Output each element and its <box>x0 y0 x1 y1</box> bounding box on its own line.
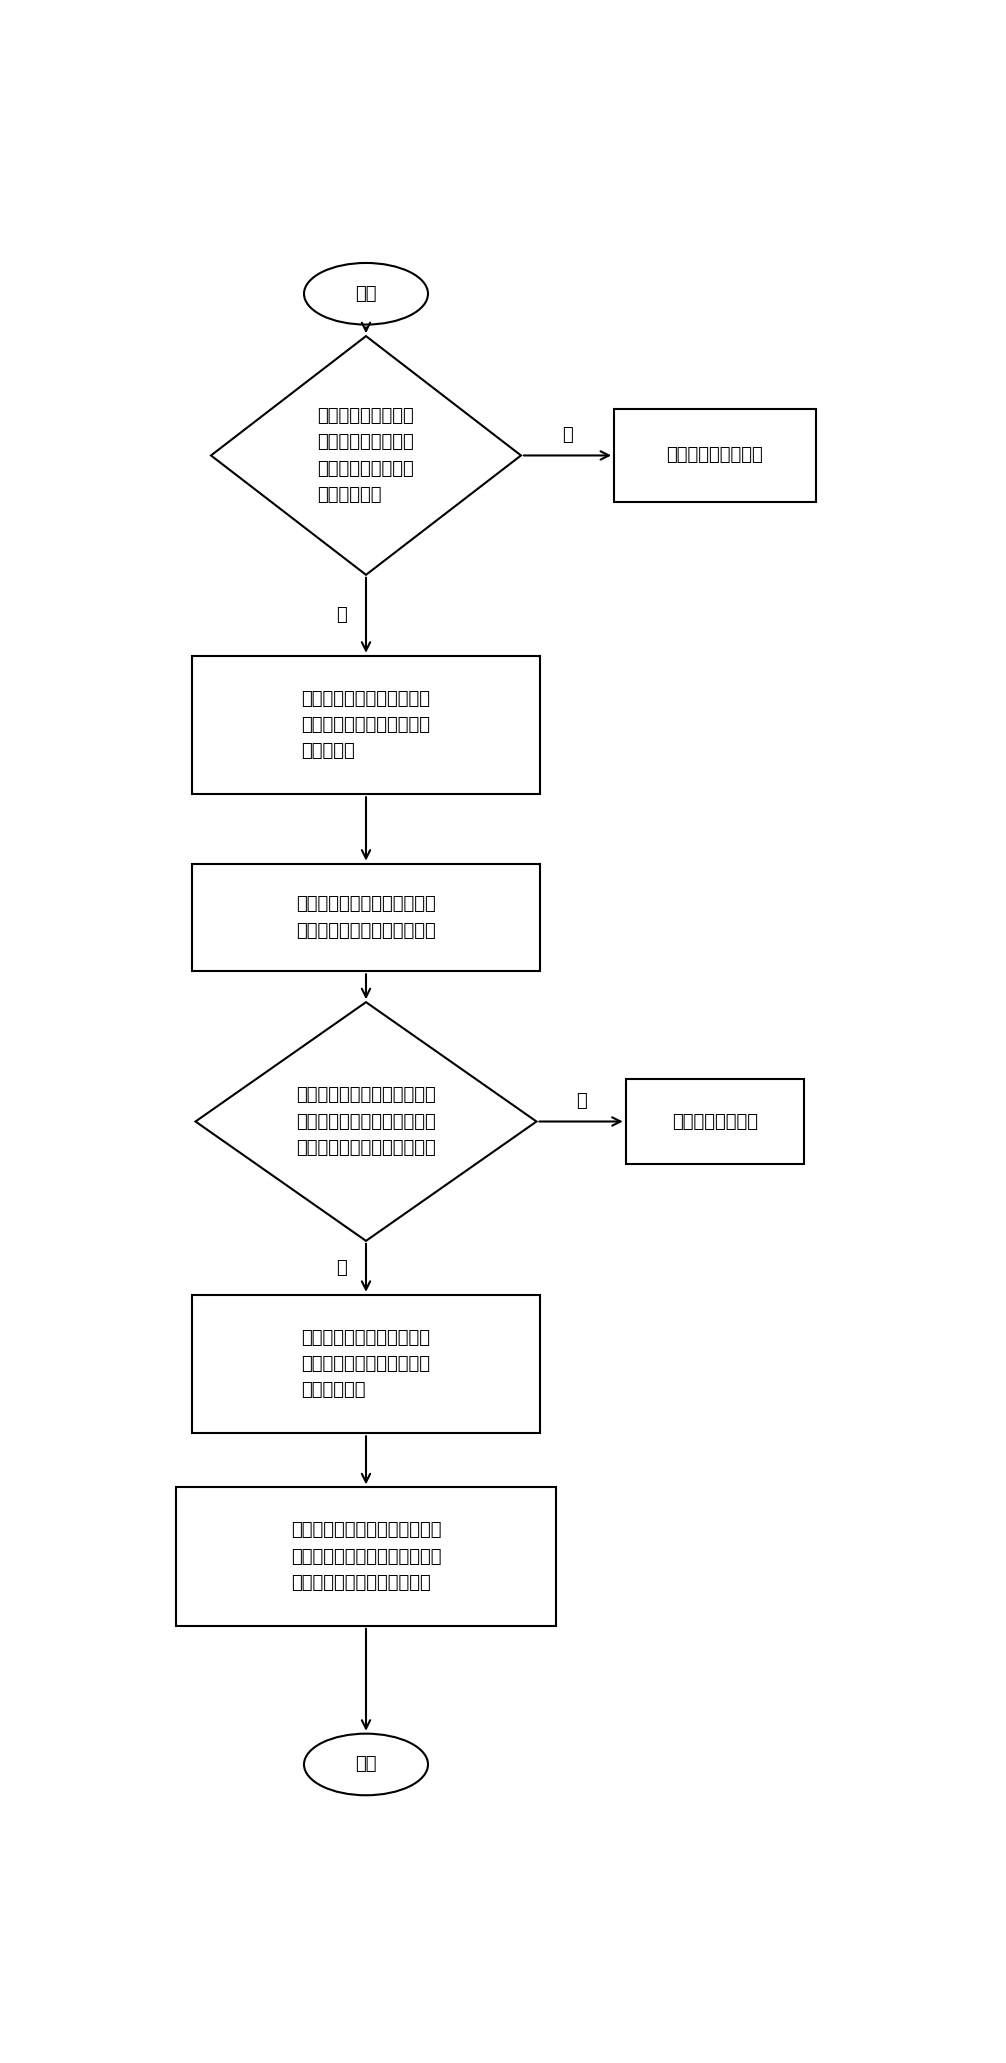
Text: 发电模块微处理器检
测到本体微处理器发
出的信号（电网电源
异常信号）？: 发电模块微处理器检 测到本体微处理器发 出的信号（电网电源 异常信号）？ <box>318 406 414 503</box>
Text: 开始: 开始 <box>355 285 377 303</box>
Text: 发电模块微处理器检测到本体
微处理器撤销信号（电网电源
或发电电源正常供电信号）？: 发电模块微处理器检测到本体 微处理器撤销信号（电网电源 或发电电源正常供电信号）… <box>296 1085 436 1157</box>
Text: 是: 是 <box>336 1258 347 1277</box>
Bar <box>626 1079 804 1164</box>
Text: 发电模块微处理器执行延时时
间，时间到后发出发电信号。: 发电模块微处理器执行延时时 间，时间到后发出发电信号。 <box>296 895 436 939</box>
Text: 经过设定延时后，若仍未监测到
撤销信号，即发电失败，断开控
制开关，断开辅助电源供电。: 经过设定延时后，若仍未监测到 撤销信号，即发电失败，断开控 制开关，断开辅助电源… <box>291 1520 442 1593</box>
Bar <box>614 408 816 501</box>
Text: 发电模块微处理器发送命令
将控制开关闭合，辅助电源
投入供电。: 发电模块微处理器发送命令 将控制开关闭合，辅助电源 投入供电。 <box>302 689 431 761</box>
Text: 发电模块微处理器发送命令
将控制开关断开，即断开辅
助电源供电。: 发电模块微处理器发送命令 将控制开关断开，即断开辅 助电源供电。 <box>302 1329 431 1399</box>
Text: 保持辅助电源供电: 保持辅助电源供电 <box>672 1112 758 1131</box>
Bar <box>191 864 540 972</box>
Text: 结束: 结束 <box>355 1756 377 1774</box>
Bar <box>176 1487 556 1626</box>
Text: 否: 否 <box>575 1091 586 1110</box>
Text: 不接入辅助电源供电: 不接入辅助电源供电 <box>666 446 764 464</box>
Bar <box>191 656 540 794</box>
Text: 否: 否 <box>562 425 572 444</box>
Bar <box>191 1296 540 1434</box>
Text: 是: 是 <box>336 607 347 625</box>
